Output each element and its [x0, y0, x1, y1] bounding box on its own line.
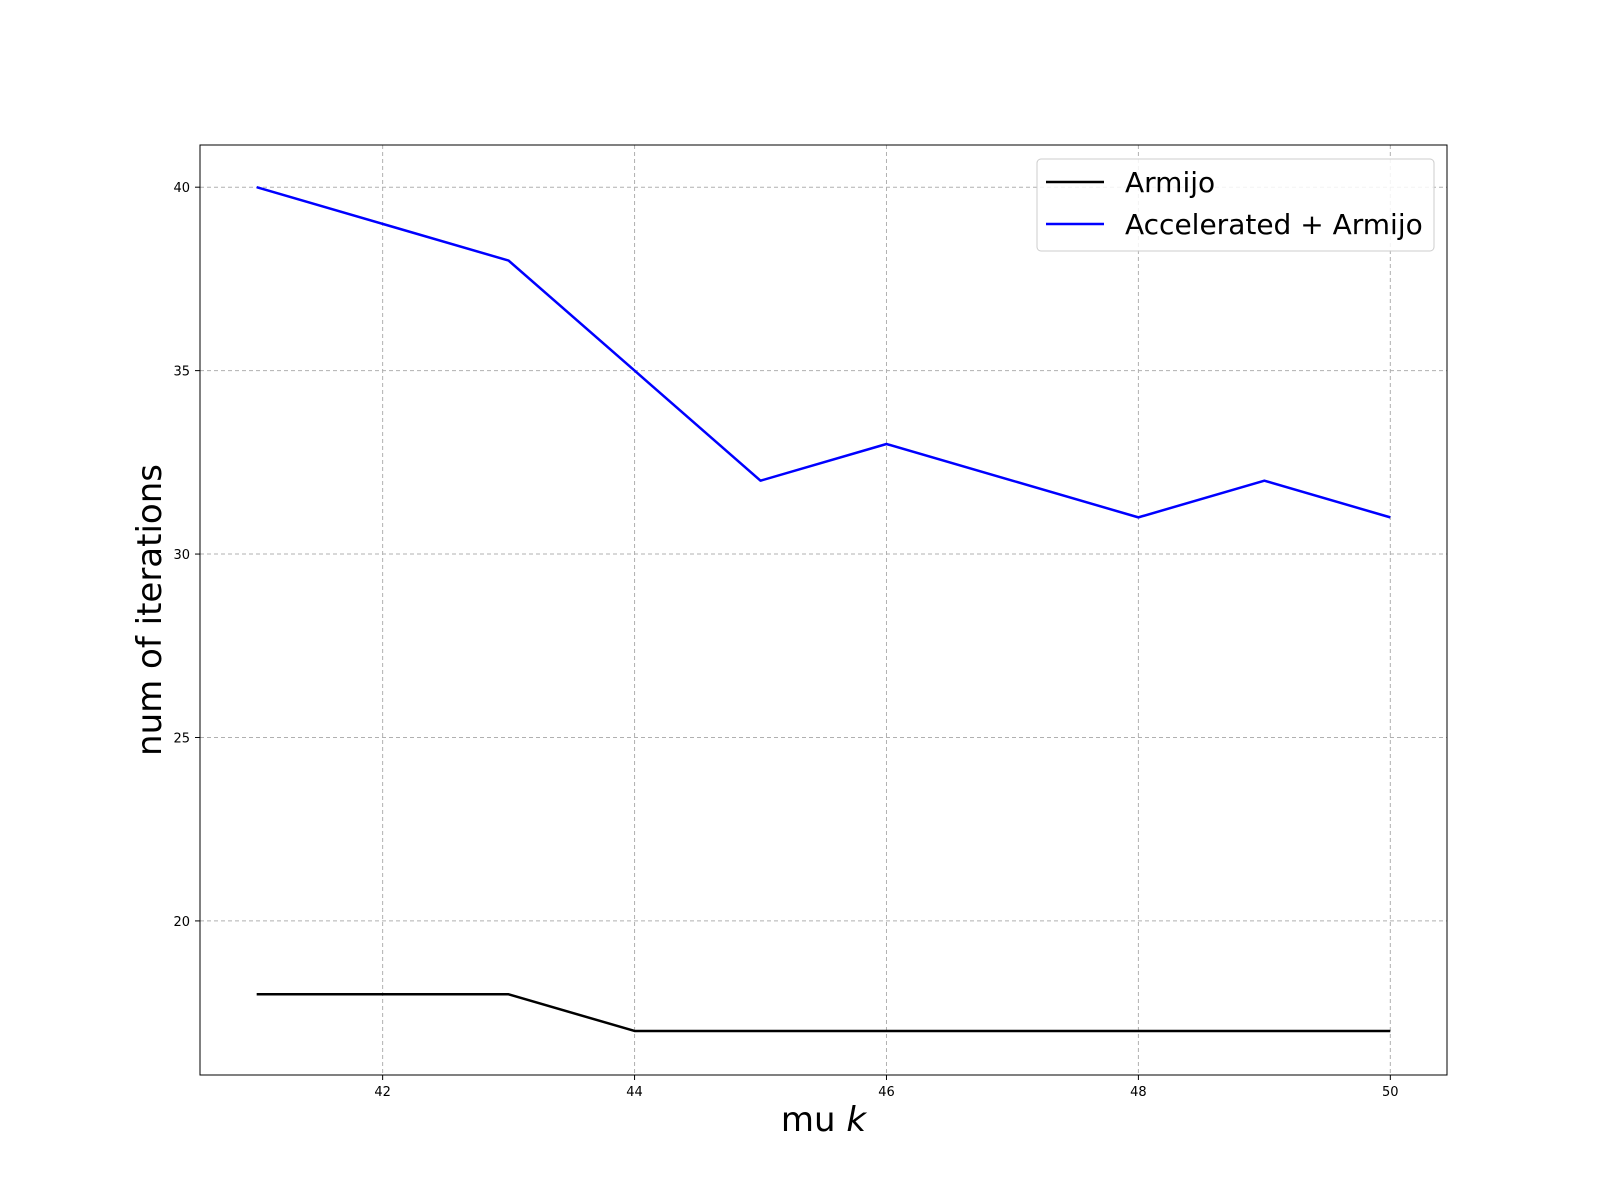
series-lines: [256, 185, 1391, 1033]
plot-area-frame: [199, 144, 1448, 1076]
grid: [200, 145, 1447, 1075]
x-axis-label: mu k: [781, 1100, 867, 1140]
axis-ticks: 42 44 46 48 50 20 25 30 35 40: [173, 181, 1398, 1100]
series-line-accelerated-armijo: [256, 185, 1391, 519]
x-tick-label: 44: [626, 1085, 643, 1100]
y-tick-label: 40: [173, 181, 190, 196]
x-tick-label: 48: [1130, 1085, 1147, 1100]
y-tick-label: 35: [173, 365, 190, 380]
legend: Armijo Accelerated + Armijo: [1036, 158, 1435, 252]
y-tick-label: 20: [173, 915, 190, 930]
legend-label-armijo: Armijo: [1125, 166, 1215, 199]
x-tick-label: 50: [1382, 1085, 1399, 1100]
legend-label-accelerated-armijo: Accelerated + Armijo: [1125, 208, 1423, 241]
y-tick-label: 30: [173, 548, 190, 563]
y-tick-label: 25: [173, 731, 190, 746]
legend-box: [1036, 158, 1435, 252]
x-tick-label: 42: [374, 1085, 391, 1100]
series-line-armijo: [256, 993, 1391, 1033]
x-tick-label: 46: [878, 1085, 895, 1100]
y-axis-label: num of iterations: [130, 464, 170, 756]
